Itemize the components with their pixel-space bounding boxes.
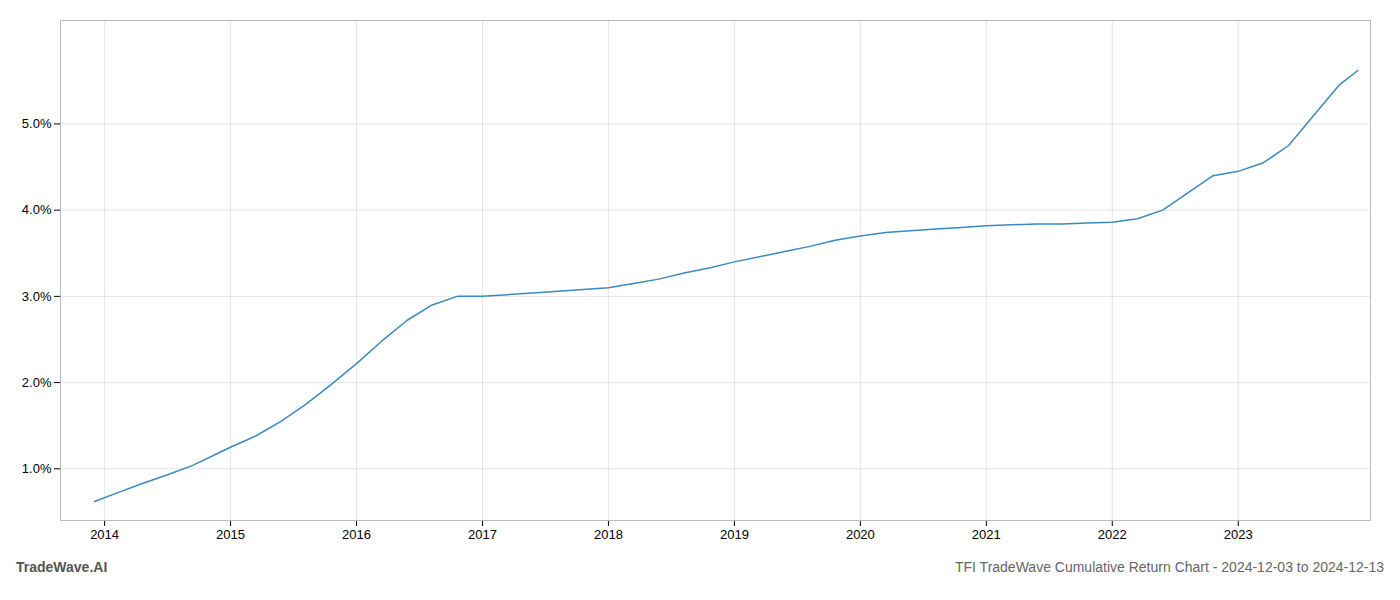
html-text:TradeWave.AI: TradeWave.AI: [16, 559, 108, 575]
svg-text:2023: 2023: [1224, 527, 1253, 542]
svg-text:1.0%: 1.0%: [22, 461, 52, 476]
svg-text:4.0%: 4.0%: [22, 202, 52, 217]
svg-text:2014: 2014: [90, 527, 119, 542]
svg-text:2017: 2017: [468, 527, 497, 542]
svg-text:2019: 2019: [720, 527, 749, 542]
svg-text:2.0%: 2.0%: [22, 375, 52, 390]
svg-text:2016: 2016: [342, 527, 371, 542]
svg-text:2018: 2018: [594, 527, 623, 542]
svg-text:2015: 2015: [216, 527, 245, 542]
svg-text:2022: 2022: [1098, 527, 1127, 542]
svg-text:5.0%: 5.0%: [22, 116, 52, 131]
svg-text:2021: 2021: [972, 527, 1001, 542]
svg-text:2020: 2020: [846, 527, 875, 542]
svg-text:3.0%: 3.0%: [22, 289, 52, 304]
html-text:TFI TradeWave Cumulative Retur: TFI TradeWave Cumulative Return Chart - …: [955, 559, 1384, 575]
